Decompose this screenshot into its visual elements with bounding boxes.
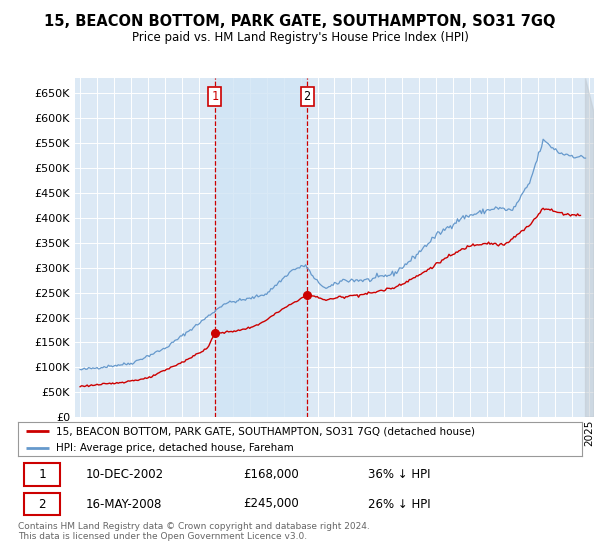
Text: 10-DEC-2002: 10-DEC-2002 xyxy=(86,468,164,481)
Text: 2: 2 xyxy=(304,90,311,103)
Bar xyxy=(215,78,307,417)
Text: £245,000: £245,000 xyxy=(244,497,299,511)
FancyBboxPatch shape xyxy=(23,493,60,515)
Text: Contains HM Land Registry data © Crown copyright and database right 2024.
This d: Contains HM Land Registry data © Crown c… xyxy=(18,522,370,542)
Text: £168,000: £168,000 xyxy=(244,468,299,481)
Text: 1: 1 xyxy=(211,90,218,103)
Text: 26% ↓ HPI: 26% ↓ HPI xyxy=(368,497,430,511)
FancyBboxPatch shape xyxy=(23,463,60,486)
Text: 1: 1 xyxy=(38,468,46,481)
Text: 2: 2 xyxy=(38,497,46,511)
Text: 15, BEACON BOTTOM, PARK GATE, SOUTHAMPTON, SO31 7GQ (detached house): 15, BEACON BOTTOM, PARK GATE, SOUTHAMPTO… xyxy=(56,426,475,436)
Text: HPI: Average price, detached house, Fareham: HPI: Average price, detached house, Fare… xyxy=(56,444,294,454)
Text: 16-MAY-2008: 16-MAY-2008 xyxy=(86,497,162,511)
Text: 15, BEACON BOTTOM, PARK GATE, SOUTHAMPTON, SO31 7GQ: 15, BEACON BOTTOM, PARK GATE, SOUTHAMPTO… xyxy=(44,14,556,29)
Text: 36% ↓ HPI: 36% ↓ HPI xyxy=(368,468,430,481)
Text: Price paid vs. HM Land Registry's House Price Index (HPI): Price paid vs. HM Land Registry's House … xyxy=(131,31,469,44)
Polygon shape xyxy=(586,78,594,417)
